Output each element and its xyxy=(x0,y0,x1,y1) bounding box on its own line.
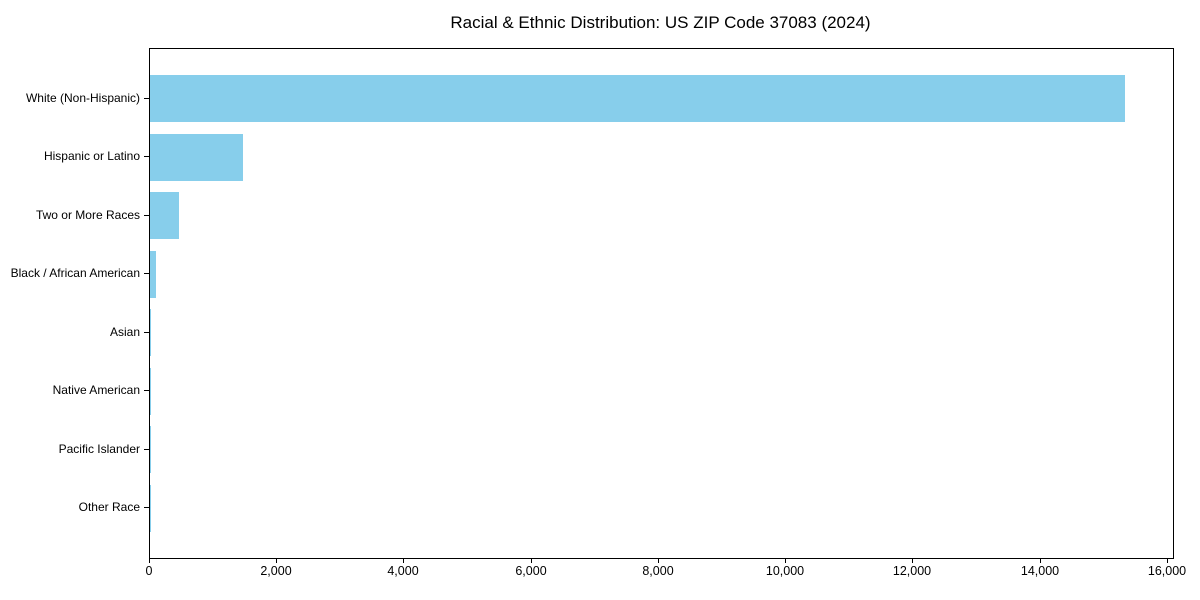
y-tick-mark xyxy=(144,390,149,391)
y-tick-label-hispanic-or-latino: Hispanic or Latino xyxy=(43,149,140,163)
x-tick-label: 12,000 xyxy=(892,564,932,578)
bar-asian xyxy=(150,309,152,357)
x-tick-label: 6,000 xyxy=(515,564,547,578)
y-tick-mark xyxy=(144,215,149,216)
x-tick-label: 16,000 xyxy=(1147,564,1187,578)
y-tick-label-other-race: Other Race xyxy=(78,500,140,514)
x-tick-mark xyxy=(403,558,404,563)
y-tick-mark xyxy=(144,98,149,99)
x-tick-label: 0 xyxy=(145,564,153,578)
x-tick-mark xyxy=(785,558,786,563)
x-tick-label: 4,000 xyxy=(387,564,419,578)
bar-black-african-american xyxy=(150,250,157,298)
x-tick-label: 10,000 xyxy=(765,564,805,578)
y-tick-mark xyxy=(144,449,149,450)
x-tick-mark xyxy=(658,558,659,563)
x-tick-label: 2,000 xyxy=(260,564,292,578)
bar-native-american xyxy=(150,367,151,415)
x-tick-mark xyxy=(531,558,532,563)
bar-hispanic-or-latino xyxy=(150,133,243,181)
bar-white-non-hispanic xyxy=(150,75,1125,123)
plot-area xyxy=(149,48,1174,559)
y-tick-label-asian: Asian xyxy=(109,325,140,339)
y-tick-label-two-or-more-races: Two or More Races xyxy=(35,208,140,222)
chart-title: Racial & Ethnic Distribution: US ZIP Cod… xyxy=(450,13,871,32)
x-tick-mark xyxy=(1040,558,1041,563)
y-tick-label-white-non-hispanic: White (Non-Hispanic) xyxy=(25,91,140,105)
x-tick-label: 14,000 xyxy=(1020,564,1060,578)
y-tick-label-pacific-islander: Pacific Islander xyxy=(58,442,140,456)
y-tick-label-native-american: Native American xyxy=(52,383,140,397)
y-tick-label-black-african-american: Black / African American xyxy=(10,266,140,280)
y-tick-mark xyxy=(144,332,149,333)
x-tick-mark xyxy=(276,558,277,563)
x-tick-mark xyxy=(912,558,913,563)
bar-two-or-more-races xyxy=(150,192,180,240)
x-tick-mark xyxy=(1167,558,1168,563)
x-tick-label: 8,000 xyxy=(642,564,674,578)
y-tick-mark xyxy=(144,273,149,274)
y-tick-mark xyxy=(144,156,149,157)
y-tick-mark xyxy=(144,507,149,508)
x-tick-mark xyxy=(149,558,150,563)
